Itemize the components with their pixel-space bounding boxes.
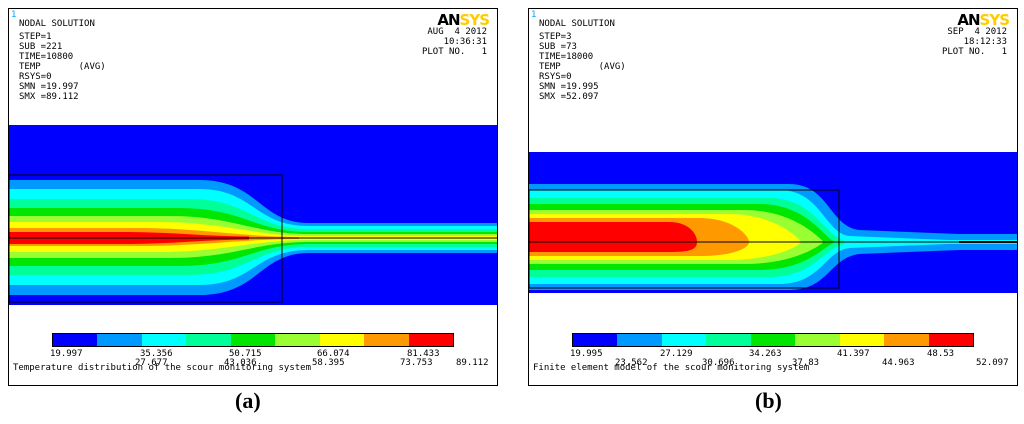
smx-value: SMX =52.097 xyxy=(539,92,599,102)
smn-value: SMN =19.995 xyxy=(539,82,599,92)
solution-title: NODAL SOLUTION xyxy=(19,19,95,29)
legend-swatch xyxy=(884,334,929,346)
legend-value: 19.997 xyxy=(50,349,83,359)
legend-swatch xyxy=(53,334,98,346)
temp-value: TEMP (AVG) xyxy=(19,62,106,72)
rsys-value: RSYS=0 xyxy=(539,72,572,82)
step-value: STEP=3 xyxy=(539,32,572,42)
temperature-contour-a xyxy=(9,125,497,305)
legend-value: 44.963 xyxy=(882,358,915,368)
temperature-contour-b xyxy=(529,152,1017,293)
sub-value: SUB =73 xyxy=(539,42,577,52)
panel-label-b: (b) xyxy=(755,388,782,413)
legend-value: 43.036 xyxy=(224,358,257,368)
plot-caption: Finite element model of the scour monito… xyxy=(533,363,810,373)
legend-value: 30.696 xyxy=(702,358,735,368)
legend-value: 89.112 xyxy=(456,358,489,368)
legend-value: 35.356 xyxy=(140,349,173,359)
legend-swatch xyxy=(795,334,840,346)
time-value: TIME=10800 xyxy=(19,52,74,62)
legend-value: 48.53 xyxy=(927,349,955,359)
smn-value: SMN =19.997 xyxy=(19,82,79,92)
legend-value: 58.395 xyxy=(312,358,345,368)
legend-value: 81.433 xyxy=(407,349,440,359)
legend-value: 37.83 xyxy=(792,358,820,368)
plot-window-a: 1 NODAL SOLUTION STEP=1 SUB =221 TIME=10800… xyxy=(8,8,498,386)
color-legend: 19.997 27.677 35.356 43.036 50.715 58.39… xyxy=(50,333,489,368)
legend-value: 50.715 xyxy=(229,349,262,359)
legend-swatch xyxy=(230,334,276,346)
solution-title: NODAL SOLUTION xyxy=(539,19,615,29)
legend-value: 66.074 xyxy=(317,349,350,359)
legend-value: 19.995 xyxy=(570,349,603,359)
legend-swatch xyxy=(97,334,142,346)
legend-swatch xyxy=(750,334,796,346)
plot-caption: Temperature distribution of the scour mo… xyxy=(13,363,312,373)
ansys-logo: ANSYS xyxy=(957,11,1010,29)
time-value: TIME=18000 xyxy=(539,52,594,62)
step-value: STEP=1 xyxy=(19,32,52,42)
legend-swatch xyxy=(364,334,409,346)
color-legend: 19.995 23.562 27.129 30.696 34.263 37.83… xyxy=(570,333,1009,368)
window-number: 1 xyxy=(11,10,17,20)
legend-swatch xyxy=(319,334,365,346)
temp-value: TEMP (AVG) xyxy=(539,62,626,72)
legend-swatch xyxy=(661,334,707,346)
legend-bar xyxy=(572,333,974,347)
legend-value: 34.263 xyxy=(749,349,782,359)
solution-info: NODAL SOLUTION STEP=1 SUB =221 TIME=10800 TE… xyxy=(19,19,106,102)
legend-swatch xyxy=(186,334,231,346)
legend-swatch xyxy=(706,334,751,346)
timestamp: SEP 4 2012 18:12:33 PLOT NO. 1 xyxy=(942,27,1007,57)
plot-number: PLOT NO. 1 xyxy=(421,47,487,57)
window-number: 1 xyxy=(531,10,537,20)
smx-value: SMX =89.112 xyxy=(19,92,79,102)
legend-swatch xyxy=(141,334,187,346)
panel-label-a: (a) xyxy=(235,388,261,413)
legend-bar xyxy=(52,333,454,347)
clock-label: 10:36:31 xyxy=(443,37,487,47)
legend-swatch xyxy=(617,334,662,346)
legend-swatch xyxy=(408,334,453,346)
plot-window-b: 1 NODAL SOLUTION STEP=3 SUB =73 TIME=18000 T… xyxy=(528,8,1018,386)
legend-value: 52.097 xyxy=(976,358,1009,368)
plot-number: PLOT NO. 1 xyxy=(941,47,1007,57)
rsys-value: RSYS=0 xyxy=(19,72,52,82)
legend-swatch xyxy=(275,334,320,346)
date-label: AUG 4 2012 xyxy=(427,27,487,37)
legend-swatch xyxy=(928,334,973,346)
legend-value: 73.753 xyxy=(400,358,433,368)
legend-swatch xyxy=(573,334,618,346)
timestamp: AUG 4 2012 10:36:31 PLOT NO. 1 xyxy=(422,27,487,57)
legend-value: 23.562 xyxy=(615,358,648,368)
sub-value: SUB =221 xyxy=(19,42,63,52)
legend-value: 27.129 xyxy=(660,349,693,359)
legend-swatch xyxy=(839,334,885,346)
clock-label: 18:12:33 xyxy=(963,37,1007,47)
legend-value: 27.677 xyxy=(135,358,168,368)
legend-value: 41.397 xyxy=(837,349,870,359)
solution-info: NODAL SOLUTION STEP=3 SUB =73 TIME=18000 TEM… xyxy=(539,19,626,102)
date-label: SEP 4 2012 xyxy=(947,27,1007,37)
ansys-logo: ANSYS xyxy=(437,11,490,29)
